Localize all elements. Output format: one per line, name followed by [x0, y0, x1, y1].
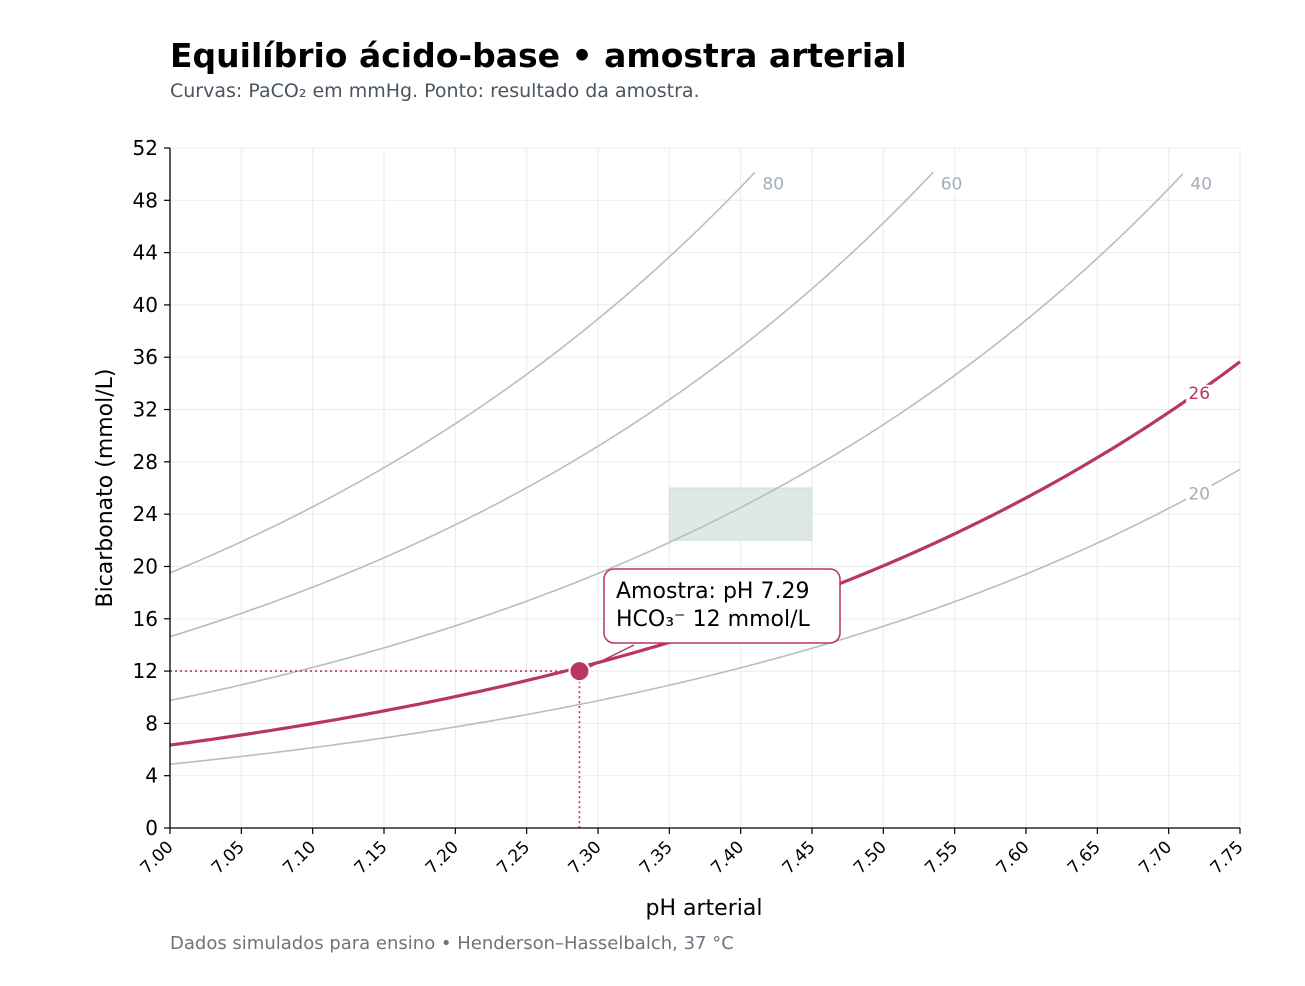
x-tick-label-6: 7.30: [565, 837, 606, 878]
sample-guide-lines: [170, 670, 581, 828]
x-tick-label-12: 7.60: [993, 837, 1034, 878]
curve-paco2-60: [169, 171, 934, 638]
curve-paco2-40: [169, 173, 1184, 702]
y-tick-label-6: 24: [133, 502, 158, 526]
y-tick-label-5: 20: [133, 554, 158, 578]
curve-paco2-26: [169, 360, 1241, 747]
curve-label-26: 26: [1188, 384, 1210, 404]
x-tick-label-4: 7.20: [422, 837, 463, 878]
y-tick-label-2: 8: [145, 711, 158, 735]
curve-label-bg-26: [1186, 384, 1213, 403]
curve-label-bg-80: [760, 175, 787, 194]
y-tick-label-0: 0: [145, 816, 158, 840]
footer-note: Dados simulados para ensino • Henderson–…: [170, 933, 734, 954]
x-tick-label-0: 7.00: [137, 837, 178, 878]
y-tick-label-10: 40: [133, 293, 158, 317]
y-tick-label-12: 48: [133, 188, 158, 212]
y-axis-label: Bicarbonato (mmol/L): [93, 368, 118, 607]
y-tick-label-9: 36: [133, 345, 158, 369]
paco2-curves: 20 26 40 60 80: [169, 171, 1241, 766]
x-tick-label-5: 7.25: [493, 837, 534, 878]
annotation-box: [603, 568, 841, 644]
y-tick-label-3: 12: [133, 659, 158, 683]
curve-label-bg-20: [1186, 485, 1213, 504]
chart-title: Equilíbrio ácido-base • amostra arterial: [170, 36, 907, 75]
y-tick-label-11: 44: [133, 241, 158, 265]
curve-label-40: 40: [1190, 174, 1212, 194]
curve-paco2-80: [169, 171, 756, 574]
y-tick-label-4: 16: [133, 607, 158, 631]
x-tick-label-1: 7.05: [208, 837, 249, 878]
y-tick-label-1: 4: [145, 764, 158, 788]
y-tick-label-8: 32: [133, 398, 158, 422]
y-tick-label-7: 28: [133, 450, 158, 474]
x-tick-label-8: 7.40: [707, 837, 748, 878]
x-tick-label-15: 7.75: [1207, 837, 1248, 878]
y-tick-label-13: 52: [133, 136, 158, 160]
annotation-line-1: Amostra: pH 7.29: [616, 579, 809, 604]
sample-point: [568, 660, 591, 683]
curve-label-bg-60: [938, 175, 965, 194]
axes: [169, 148, 1240, 829]
curve-label-80: 80: [762, 174, 784, 194]
x-axis-ticks: 7.00 7.05 7.10 7.15 7.20 7.25 7.30 7.35 7.40 7.45…: [137, 828, 1248, 878]
x-tick-label-13: 7.65: [1064, 837, 1105, 878]
x-tick-label-14: 7.70: [1135, 837, 1176, 878]
annotation-line-2: HCO₃⁻ 12 mmol/L: [616, 607, 810, 632]
curve-label-60: 60: [941, 174, 963, 194]
x-tick-label-10: 7.50: [850, 837, 891, 878]
chart-subtitle: Curvas: PaCO₂ em mmHg. Ponto: resultado …: [170, 80, 700, 102]
curve-label-bg-40: [1188, 175, 1215, 194]
annotation-arrow: [589, 644, 635, 668]
sample-annotation: Amostra: pH 7.29 HCO₃⁻ 12 mmol/L: [589, 568, 841, 668]
x-tick-label-2: 7.10: [279, 837, 320, 878]
x-tick-label-11: 7.55: [921, 837, 962, 878]
x-axis-label: pH arterial: [646, 896, 763, 921]
curve-paco2-20: [169, 468, 1241, 766]
curve-label-20: 20: [1188, 484, 1210, 504]
x-tick-label-9: 7.45: [779, 837, 820, 878]
x-tick-label-3: 7.15: [351, 837, 392, 878]
x-tick-label-7: 7.35: [636, 837, 677, 878]
